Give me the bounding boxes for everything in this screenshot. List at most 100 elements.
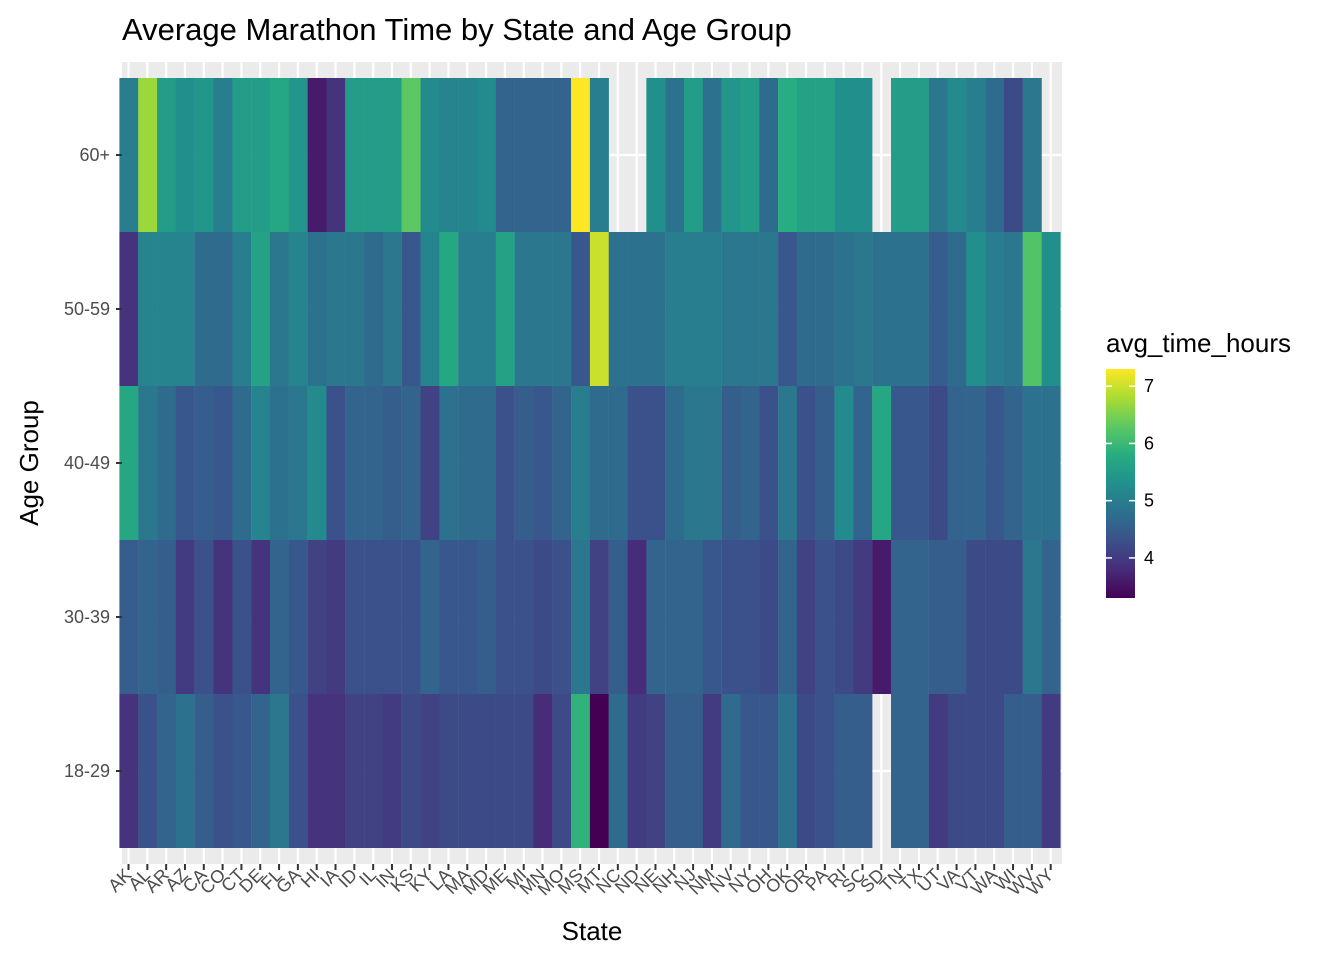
- heatmap-tile: [514, 78, 534, 232]
- heatmap-tile: [495, 78, 515, 232]
- heatmap-tile: [288, 232, 308, 386]
- heatmap-tile: [307, 232, 327, 386]
- heatmap-tile: [157, 78, 177, 232]
- heatmap-tile: [815, 386, 835, 540]
- heatmap-tile: [1041, 232, 1061, 386]
- heatmap-tile: [232, 694, 252, 848]
- heatmap-tile: [646, 540, 666, 694]
- heatmap-tile: [1022, 386, 1042, 540]
- x-axis: AKALARAZCACOCTDEFLGAHIIAIDILINKSKYLAMAMD…: [104, 864, 1058, 899]
- heatmap-tile: [307, 694, 327, 848]
- heatmap-tile: [985, 386, 1005, 540]
- heatmap-tile: [778, 78, 798, 232]
- heatmap-tile: [571, 386, 591, 540]
- heatmap-tile: [834, 386, 854, 540]
- heatmap-tile: [646, 232, 666, 386]
- y-axis: 18-29 30-39 40-49 50-59 60+: [64, 145, 122, 781]
- heatmap-tile: [364, 694, 384, 848]
- heatmap-tile: [345, 78, 365, 232]
- heatmap-tile: [759, 540, 779, 694]
- legend-colorbar: [1106, 369, 1135, 598]
- heatmap-tile: [364, 232, 384, 386]
- heatmap-tile: [891, 694, 911, 848]
- heatmap-tile: [288, 540, 308, 694]
- heatmap-tile: [702, 78, 722, 232]
- heatmap-tile: [269, 694, 289, 848]
- heatmap-tile: [684, 232, 703, 386]
- heatmap-tile: [684, 78, 703, 232]
- heatmap-tile: [1022, 78, 1042, 232]
- legend-tick-label: 6: [1144, 433, 1154, 453]
- heatmap-tile: [928, 78, 948, 232]
- heatmap-tile: [834, 78, 854, 232]
- heatmap-tile: [853, 78, 873, 232]
- heatmap-tile: [533, 540, 553, 694]
- heatmap-tile: [608, 232, 628, 386]
- heatmap-tile: [194, 540, 214, 694]
- heatmap-tile: [1003, 78, 1023, 232]
- heatmap-tile: [796, 232, 816, 386]
- heatmap-tile: [495, 540, 515, 694]
- heatmap-tile: [966, 540, 986, 694]
- y-tick-label: 60+: [79, 145, 110, 165]
- heatmap-tile: [326, 386, 346, 540]
- heatmap-tile: [157, 386, 177, 540]
- heatmap-tile: [947, 232, 967, 386]
- heatmap-tile: [232, 78, 252, 232]
- heatmap-tile: [721, 232, 741, 386]
- heatmap-tile: [345, 540, 365, 694]
- heatmap-tile: [175, 386, 195, 540]
- heatmap-tile: [947, 540, 967, 694]
- heatmap-tile: [665, 232, 685, 386]
- chart-title: Average Marathon Time by State and Age G…: [122, 12, 792, 47]
- heatmap-tile: [665, 386, 685, 540]
- heatmap-tile: [175, 78, 195, 232]
- heatmap-tile: [495, 232, 515, 386]
- heatmap-tile: [439, 694, 459, 848]
- heatmap-tile: [326, 232, 346, 386]
- heatmap-tile: [853, 386, 873, 540]
- heatmap-tile: [476, 694, 496, 848]
- heatmap-tile: [985, 232, 1005, 386]
- heatmap-tile: [345, 386, 365, 540]
- heatmap-tile: [740, 540, 760, 694]
- heatmap-tile: [288, 694, 308, 848]
- heatmap-tile: [495, 386, 515, 540]
- heatmap-tile: [326, 694, 346, 848]
- heatmap-tile: [382, 386, 402, 540]
- heatmap-tile: [909, 386, 929, 540]
- heatmap-tile: [966, 78, 986, 232]
- heatmap-tile: [1003, 694, 1023, 848]
- heatmap-tile: [947, 694, 967, 848]
- heatmap-tile: [891, 232, 911, 386]
- heatmap-tile: [119, 386, 139, 540]
- heatmap-tile: [552, 694, 572, 848]
- y-tick-label: 50-59: [64, 299, 110, 319]
- heatmap-tile: [627, 694, 647, 848]
- heatmap-tile: [382, 232, 402, 386]
- heatmap-tile: [571, 540, 591, 694]
- heatmap-tile: [966, 386, 986, 540]
- heatmap-tile: [1003, 540, 1023, 694]
- heatmap-tile: [721, 78, 741, 232]
- heatmap-tile: [119, 232, 139, 386]
- heatmap-tile: [608, 386, 628, 540]
- heatmap-tile: [571, 694, 591, 848]
- heatmap-tile: [401, 78, 421, 232]
- heatmap-tiles: [119, 78, 1061, 848]
- heatmap-tile: [364, 78, 384, 232]
- heatmap-tile: [891, 386, 911, 540]
- heatmap-tile: [853, 694, 873, 848]
- heatmap-tile: [815, 232, 835, 386]
- heatmap-tile: [232, 540, 252, 694]
- heatmap-tile: [627, 386, 647, 540]
- heatmap-tile: [288, 78, 308, 232]
- heatmap-tile: [589, 540, 609, 694]
- heatmap-tile: [476, 386, 496, 540]
- heatmap-tile: [702, 386, 722, 540]
- heatmap-tile: [891, 540, 911, 694]
- heatmap-tile: [382, 540, 402, 694]
- heatmap-tile: [872, 386, 892, 540]
- heatmap-tile: [589, 694, 609, 848]
